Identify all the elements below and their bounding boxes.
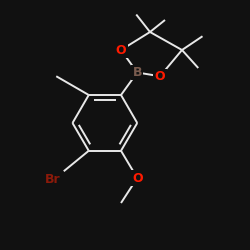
Text: B: B xyxy=(132,66,142,79)
Text: O: O xyxy=(132,172,142,184)
Text: O: O xyxy=(155,70,165,83)
Text: Br: Br xyxy=(45,173,60,186)
Text: O: O xyxy=(116,44,126,57)
